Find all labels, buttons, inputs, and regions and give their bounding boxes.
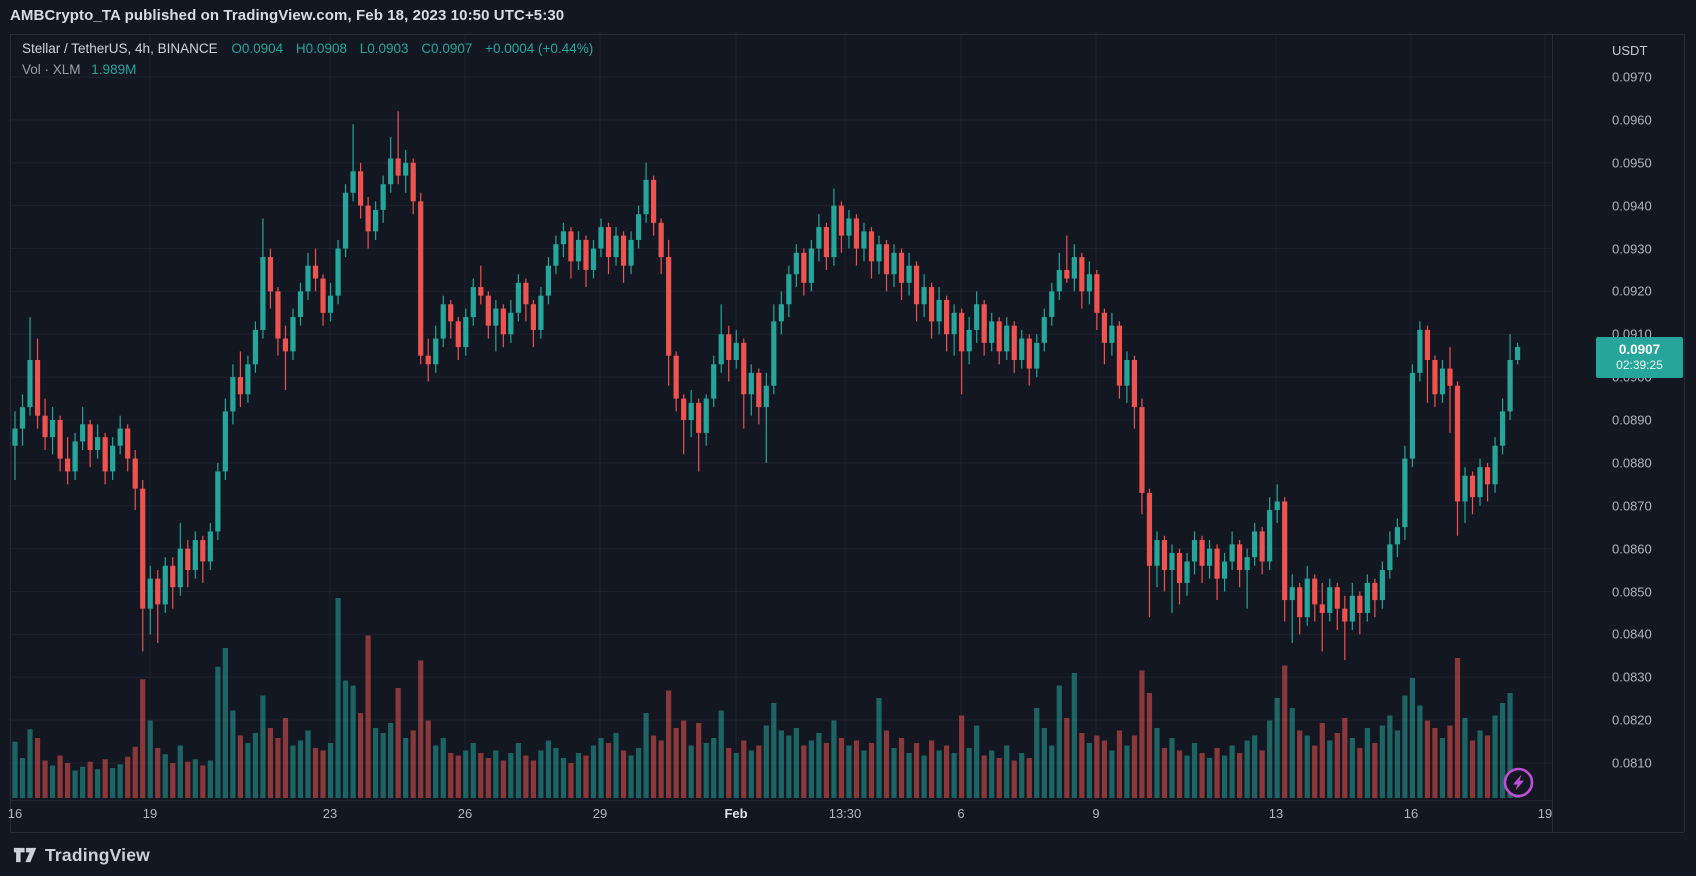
price-tick-label: 0.0940	[1612, 198, 1652, 214]
candle-countdown: 02:39:25	[1616, 358, 1663, 373]
time-tick-label: 16	[7, 806, 23, 821]
time-tick-label: 16	[1403, 806, 1419, 821]
symbol-title: Stellar / TetherUS, 4h, BINANCE	[22, 41, 218, 56]
price-tick-label: 0.0810	[1612, 755, 1652, 771]
volume-legend[interactable]: Vol · XLM 1.989M	[22, 62, 136, 77]
price-axis-separator	[1552, 34, 1553, 832]
price-tick-label: 0.0970	[1612, 69, 1652, 85]
price-tick-label: 0.0860	[1612, 541, 1652, 557]
volume-value: 1.989M	[91, 62, 137, 77]
price-tick-label: 0.0920	[1612, 283, 1652, 299]
tradingview-wordmark: TradingView	[45, 844, 150, 865]
ohlc-low: L0.0903	[359, 41, 409, 56]
price-tick-label: 0.0840	[1612, 626, 1652, 642]
ohlc-high: H0.0908	[295, 41, 347, 56]
price-tick-label: 0.0950	[1612, 155, 1652, 171]
ohlc-close: C0.0907	[421, 41, 473, 56]
time-tick-label: 19	[1537, 806, 1553, 821]
chart-frame-right	[1684, 34, 1685, 832]
price-tick-label: 0.0930	[1612, 241, 1652, 256]
price-tick-label: 0.0850	[1612, 584, 1652, 599]
time-tick-label: 6	[957, 806, 965, 821]
time-tick-label: 19	[142, 806, 158, 821]
price-change: +0.0004 (+0.44%)	[485, 41, 594, 56]
chart-frame-bottom	[10, 832, 1684, 833]
symbol-legend[interactable]: Stellar / TetherUS, 4h, BINANCE O0.0904 …	[22, 41, 602, 56]
price-tick-label: 0.0820	[1612, 712, 1652, 728]
tradingview-logo-icon	[13, 847, 37, 863]
chart-frame-top	[10, 34, 1684, 35]
price-tick-label: 0.0880	[1612, 455, 1652, 471]
chart-frame-left	[10, 34, 11, 832]
last-price-badge: 0.0907 02:39:25	[1596, 337, 1683, 378]
publish-header: AMBCrypto_TA published on TradingView.co…	[10, 7, 565, 24]
time-tick-label: 29	[592, 806, 608, 821]
price-tick-label: 0.0890	[1612, 412, 1652, 428]
time-tick-label: 13:30	[828, 806, 862, 821]
flash-marker-icon	[1502, 766, 1535, 799]
quote-currency-label: USDT	[1612, 43, 1648, 58]
price-tick-label: 0.0960	[1612, 112, 1652, 128]
time-tick-label: 23	[322, 806, 338, 821]
ohlc-open: O0.0904	[231, 41, 284, 56]
time-tick-label: 13	[1268, 806, 1284, 821]
last-price-value: 0.0907	[1618, 341, 1661, 357]
volume-label: Vol · XLM	[22, 62, 81, 77]
time-tick-label: Feb	[724, 806, 748, 821]
price-tick-label: 0.0870	[1612, 498, 1652, 514]
price-tick-label: 0.0830	[1612, 669, 1652, 685]
tradingview-logo-link[interactable]: TradingView	[13, 843, 150, 867]
time-tick-label: 26	[457, 806, 473, 821]
time-axis-separator	[10, 800, 1552, 801]
time-tick-label: 9	[1092, 806, 1100, 821]
